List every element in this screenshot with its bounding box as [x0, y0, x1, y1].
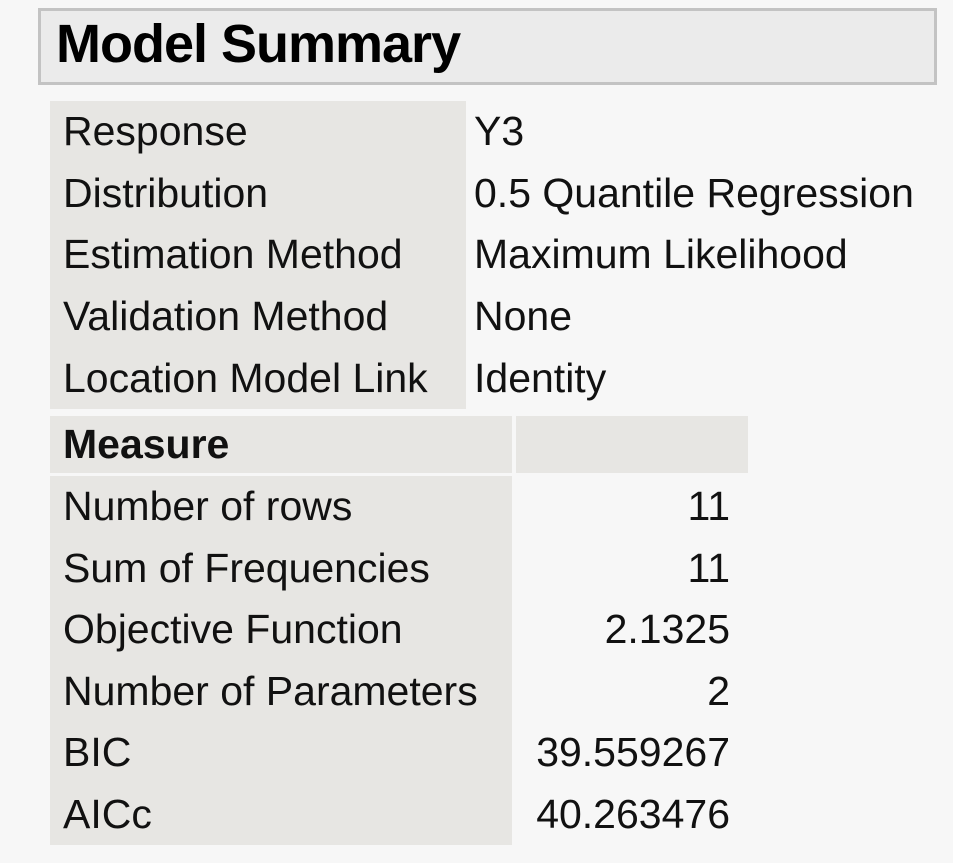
table-row: Validation Method None: [50, 285, 914, 348]
table-row: Objective Function 2.1325: [50, 599, 748, 661]
table-row: Response Y3: [50, 101, 914, 163]
table-row: Estimation Method Maximum Likelihood: [50, 224, 914, 286]
row-value-distribution: 0.5 Quantile Regression: [474, 169, 914, 216]
measure-label-objective-function: Objective Function: [50, 599, 512, 661]
measure-value-sum-of-frequencies: 11: [687, 544, 730, 591]
measure-label-number-of-rows: Number of rows: [50, 476, 512, 538]
measure-label-sum-of-frequencies: Sum of Frequencies: [50, 537, 512, 599]
row-label-estimation-method: Estimation Method: [50, 224, 466, 286]
table-row: Number of Parameters 2: [50, 660, 748, 722]
row-value-location-model-link: Identity: [474, 354, 607, 401]
measure-label-bic: BIC: [50, 722, 512, 784]
table-row: Number of rows 11: [50, 476, 748, 538]
row-value-estimation-method: Maximum Likelihood: [474, 231, 848, 278]
measure-value-number-of-parameters: 2: [707, 667, 730, 714]
measure-table-body: Number of rows 11 Sum of Frequencies 11 …: [50, 476, 748, 845]
measure-table-header: Measure: [50, 416, 748, 473]
measure-label-number-of-parameters: Number of Parameters: [50, 660, 512, 722]
measure-value-aicc: 40.263476: [536, 790, 730, 837]
table-row: Sum of Frequencies 11: [50, 537, 748, 599]
row-value-validation-method: None: [474, 293, 573, 340]
table-row: Distribution 0.5 Quantile Regression: [50, 162, 914, 225]
measure-value-bic: 39.559267: [536, 729, 730, 776]
row-label-response: Response: [50, 101, 466, 163]
measure-column-header: Measure: [50, 416, 512, 473]
row-value-response: Y3: [474, 108, 525, 155]
row-label-distribution: Distribution: [50, 162, 466, 225]
table-row: AICc 40.263476: [50, 783, 748, 845]
model-summary-table: Response Y3 Distribution 0.5 Quantile Re…: [50, 101, 914, 409]
measure-value-objective-function: 2.1325: [604, 606, 730, 653]
panel-title: Model Summary: [56, 13, 461, 74]
table-row: Location Model Link Identity: [50, 347, 914, 409]
value-column-header: [516, 416, 748, 473]
measure-value-number-of-rows: 11: [687, 483, 730, 530]
row-label-validation-method: Validation Method: [50, 285, 466, 348]
measure-label-aicc: AICc: [50, 783, 512, 845]
panel-header-model-summary[interactable]: Model Summary: [38, 8, 937, 85]
table-row: BIC 39.559267: [50, 722, 748, 784]
row-label-location-model-link: Location Model Link: [50, 347, 466, 409]
measure-table: Measure Number of rows 11 Sum of Frequen…: [50, 416, 748, 845]
